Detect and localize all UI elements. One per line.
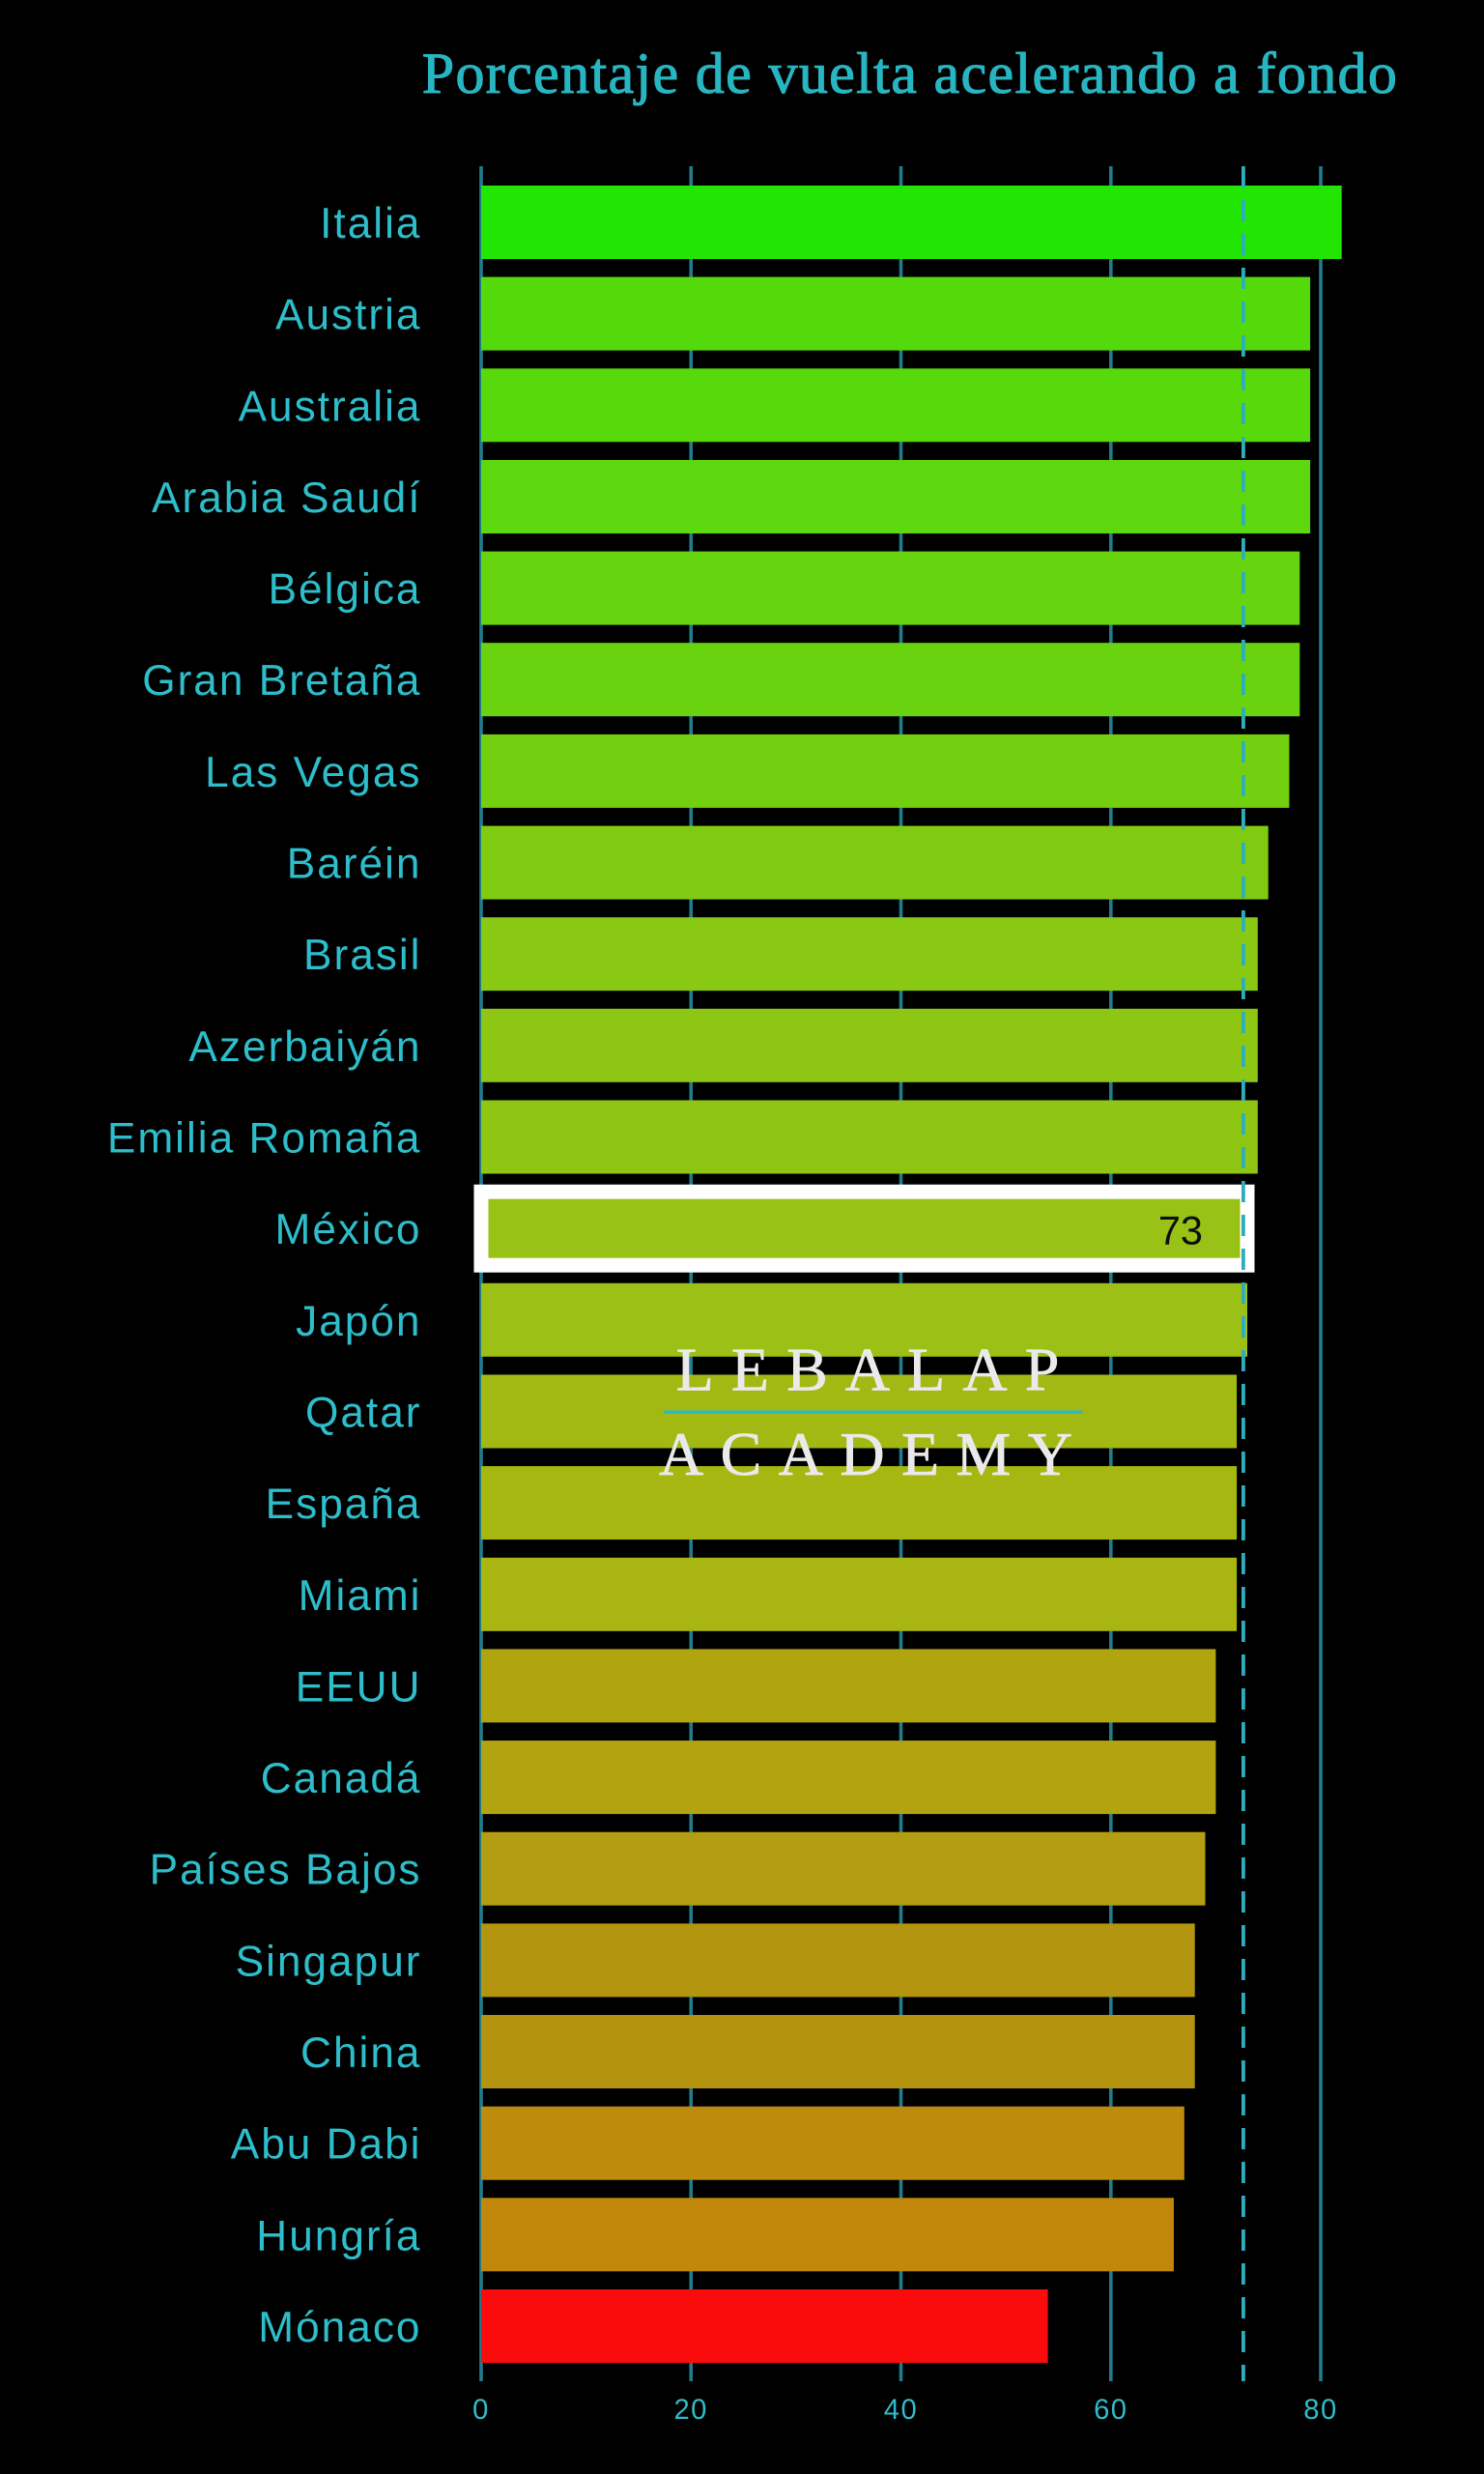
svg-text:México: México bbox=[275, 1206, 422, 1253]
svg-text:40: 40 bbox=[884, 2395, 918, 2426]
svg-text:España: España bbox=[266, 1481, 422, 1528]
svg-text:Miami: Miami bbox=[299, 1572, 422, 1620]
svg-text:Baréin: Baréin bbox=[287, 841, 422, 888]
svg-text:60: 60 bbox=[1094, 2395, 1127, 2426]
svg-text:Las Vegas: Las Vegas bbox=[205, 749, 421, 796]
svg-text:Singapur: Singapur bbox=[236, 1938, 422, 1985]
svg-text:Mónaco: Mónaco bbox=[258, 2304, 421, 2351]
svg-text:Hungría: Hungría bbox=[256, 2212, 421, 2259]
svg-text:Porcentaje de vuelta acelerand: Porcentaje de vuelta acelerando a fondo bbox=[422, 42, 1399, 105]
svg-text:Emilia Romaña: Emilia Romaña bbox=[107, 1115, 422, 1163]
svg-text:Qatar: Qatar bbox=[305, 1390, 422, 1437]
svg-text:Brasil: Brasil bbox=[303, 932, 422, 979]
svg-text:Japón: Japón bbox=[296, 1298, 421, 1345]
svg-text:Italia: Italia bbox=[320, 200, 421, 247]
svg-text:Austria: Austria bbox=[275, 292, 422, 339]
svg-text:LEBALAP: LEBALAP bbox=[676, 1336, 1077, 1404]
svg-text:Gran Bretaña: Gran Bretaña bbox=[142, 657, 421, 705]
svg-text:Abu Dabi: Abu Dabi bbox=[231, 2121, 422, 2169]
svg-text:Australia: Australia bbox=[239, 383, 422, 430]
svg-text:China: China bbox=[300, 2029, 421, 2077]
svg-text:Azerbaiyán: Azerbaiyán bbox=[188, 1023, 421, 1071]
svg-text:Arabia Saudí: Arabia Saudí bbox=[152, 475, 421, 522]
svg-text:80: 80 bbox=[1303, 2395, 1337, 2426]
svg-text:ACADEMY: ACADEMY bbox=[659, 1420, 1089, 1488]
svg-text:Bélgica: Bélgica bbox=[269, 566, 422, 614]
svg-text:Canadá: Canadá bbox=[261, 1755, 422, 1802]
svg-text:0: 0 bbox=[472, 2395, 490, 2426]
svg-text:EEUU: EEUU bbox=[296, 1663, 422, 1711]
svg-text:73: 73 bbox=[1158, 1208, 1203, 1253]
svg-text:20: 20 bbox=[673, 2395, 707, 2426]
svg-text:Países Bajos: Países Bajos bbox=[150, 1847, 422, 1894]
